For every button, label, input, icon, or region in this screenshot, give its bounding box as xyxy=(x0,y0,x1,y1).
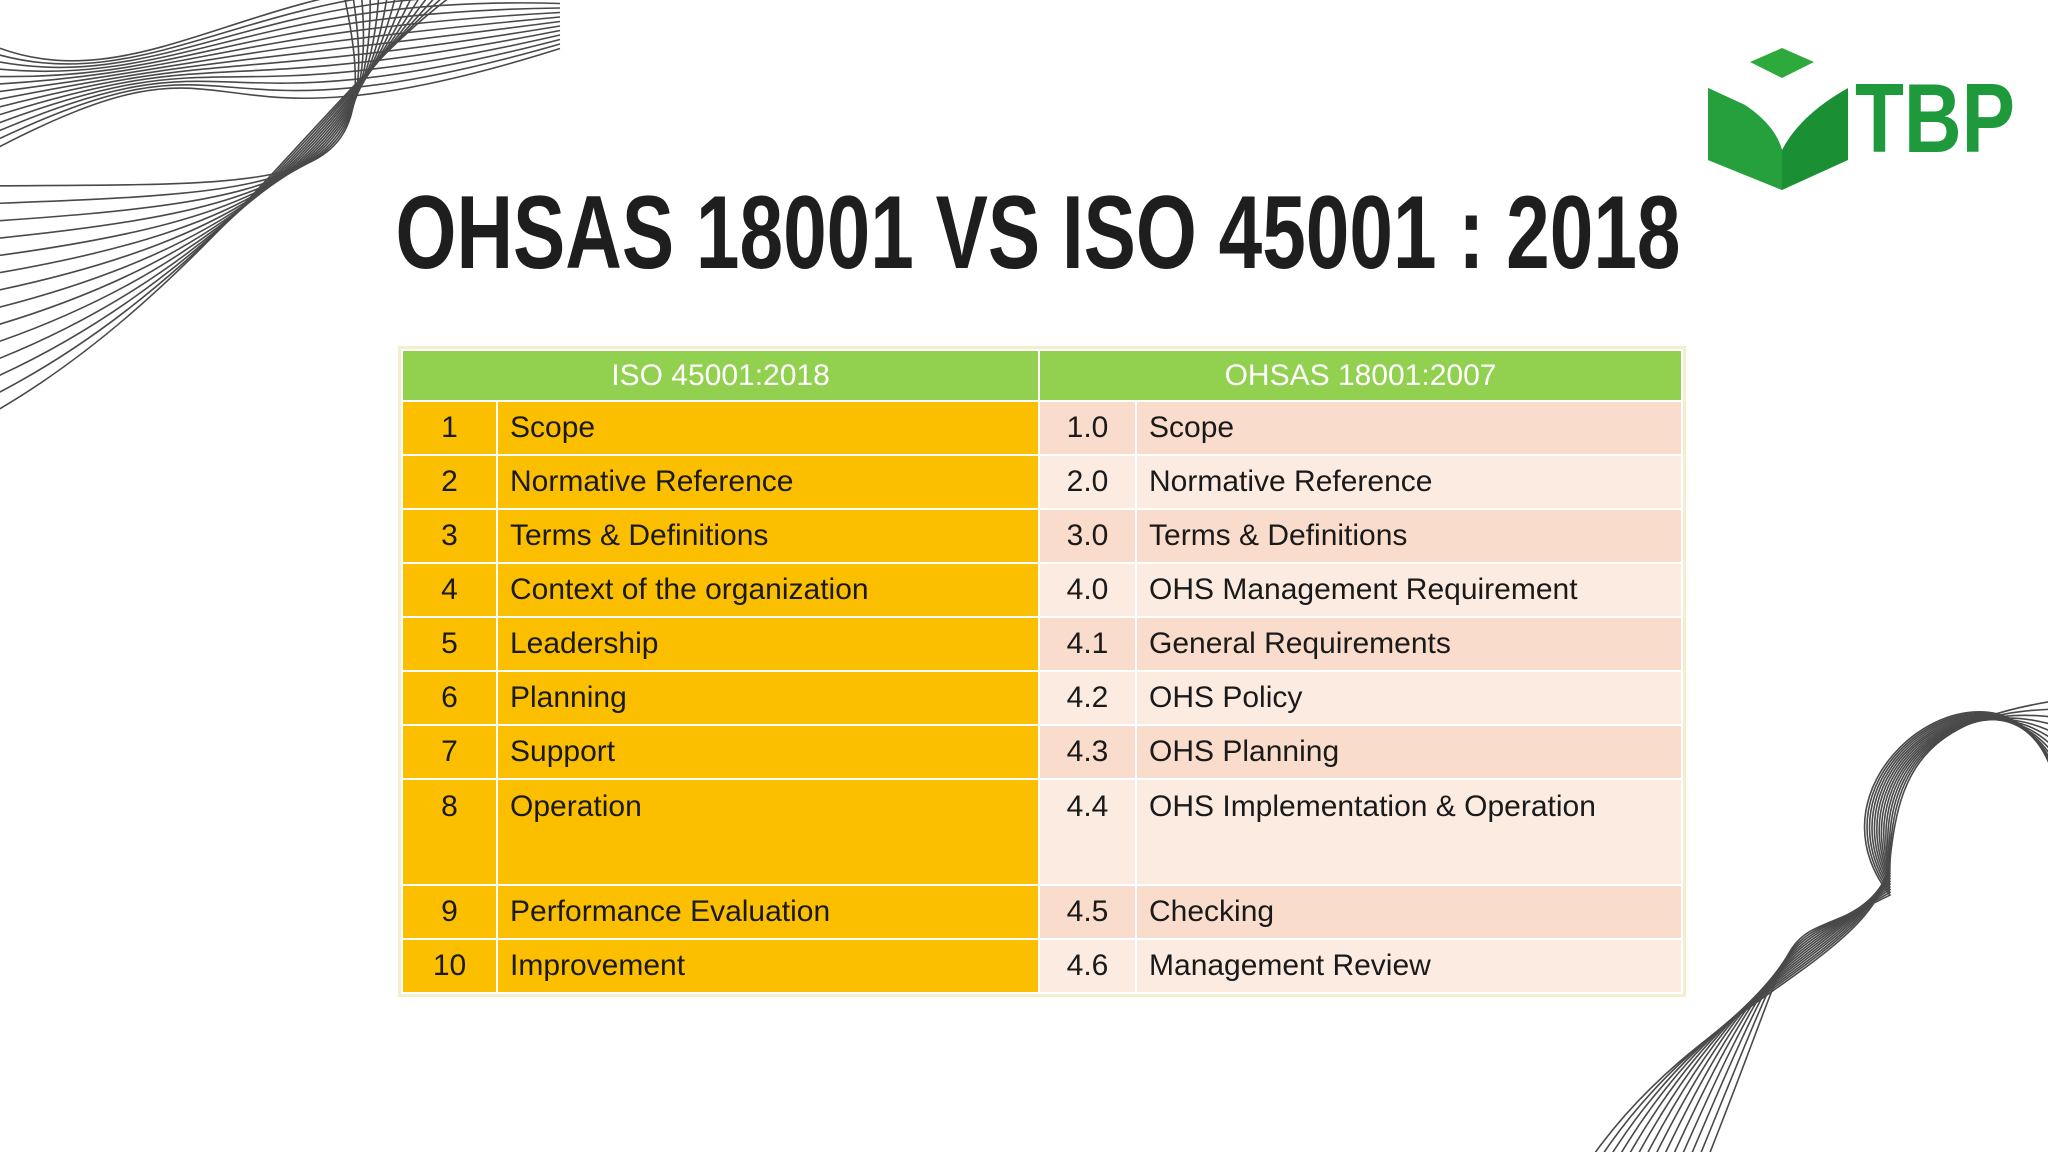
clause-number: 8 xyxy=(401,778,498,886)
table-row: 1 Scope 1.0 Scope xyxy=(401,400,1684,456)
clause-title: Context of the organization xyxy=(495,562,1041,618)
clause-title: Planning xyxy=(495,670,1041,726)
clause-title: General Requirements xyxy=(1135,616,1684,672)
wave-line xyxy=(1709,711,2048,1152)
table-row: 9 Performance Evaluation 4.5 Checking xyxy=(401,884,1684,940)
wave-line xyxy=(1682,715,2048,1152)
clause-title: Scope xyxy=(495,400,1041,456)
clause-number: 2.0 xyxy=(1038,454,1138,510)
clause-number: 2 xyxy=(401,454,498,510)
clause-title: Scope xyxy=(1135,400,1684,456)
clause-number: 4.4 xyxy=(1038,778,1138,886)
clause-title: Performance Evaluation xyxy=(495,884,1041,940)
clause-title: OHS Policy xyxy=(1135,670,1684,726)
clause-number: 4.5 xyxy=(1038,884,1138,940)
clause-title: Leadership xyxy=(495,616,1041,672)
wave-line xyxy=(1656,718,2048,1152)
clause-number: 10 xyxy=(401,938,498,994)
wave-line xyxy=(1691,713,2048,1152)
table-row: 2 Normative Reference 2.0 Normative Referen… xyxy=(401,454,1684,510)
logo-text: TBP xyxy=(1855,63,2015,173)
clause-title: Normative Reference xyxy=(495,454,1041,510)
clause-number: 3 xyxy=(401,508,498,564)
clause-title: OHS Management Requirement xyxy=(1135,562,1684,618)
clause-number: 1.0 xyxy=(1038,400,1138,456)
table-row: 5 Leadership 4.1 General Requirements xyxy=(401,616,1684,672)
table-row: 3 Terms & Definitions 3.0 Terms & Definitio… xyxy=(401,508,1684,564)
clause-number: 4.0 xyxy=(1038,562,1138,618)
clause-title: Support xyxy=(495,724,1041,780)
wave-line xyxy=(1700,712,2048,1152)
clause-number: 7 xyxy=(401,724,498,780)
clause-number: 5 xyxy=(401,616,498,672)
column-header: ISO 45001:2018 xyxy=(400,349,1041,402)
clause-title: Operation xyxy=(495,778,1041,886)
table-row: 10 Improvement 4.6 Management Review xyxy=(401,938,1684,994)
table-row: 8 Operation 4.4 OHS Implementation & Operat… xyxy=(401,778,1684,886)
clause-number: 4 xyxy=(401,562,498,618)
clause-number: 4.2 xyxy=(1038,670,1138,726)
title: OHSAS 18001 VS ISO 45001 : 2018 xyxy=(396,175,1681,291)
wave-line xyxy=(1664,717,2048,1152)
clause-title: Terms & Definitions xyxy=(1135,508,1684,564)
logo-mark xyxy=(1708,48,1848,190)
wave-line xyxy=(1673,716,2048,1152)
clause-title: Normative Reference xyxy=(1135,454,1684,510)
column-header: OHSAS 18001:2007 xyxy=(1038,349,1684,402)
clause-number: 4.3 xyxy=(1038,724,1138,780)
clause-title: Management Review xyxy=(1135,938,1684,994)
table-row: 7 Support 4.3 OHS Planning xyxy=(401,724,1684,780)
clause-title: OHS Implementation & Operation xyxy=(1135,778,1684,886)
clause-title: Improvement xyxy=(495,938,1041,994)
clause-title: OHS Planning xyxy=(1135,724,1684,780)
clause-number: 4.6 xyxy=(1038,938,1138,994)
wave-line xyxy=(1647,718,2048,1152)
clause-title: Terms & Definitions xyxy=(495,508,1041,564)
clause-number: 4.1 xyxy=(1038,616,1138,672)
clause-number: 1 xyxy=(401,400,498,456)
wave-line xyxy=(1638,718,2048,1152)
comparison-table: ISO 45001:2018 OHSAS 18001:2007 1 Scope 1.… xyxy=(400,349,1684,994)
table-row: 6 Planning 4.2 OHS Policy xyxy=(401,670,1684,726)
clause-number: 3.0 xyxy=(1038,508,1138,564)
clause-number: 9 xyxy=(401,884,498,940)
clause-title: Checking xyxy=(1135,884,1684,940)
clause-number: 6 xyxy=(401,670,498,726)
wave-line xyxy=(0,0,561,187)
table-row: 4 Context of the organization 4.0 OHS Manag… xyxy=(401,562,1684,618)
